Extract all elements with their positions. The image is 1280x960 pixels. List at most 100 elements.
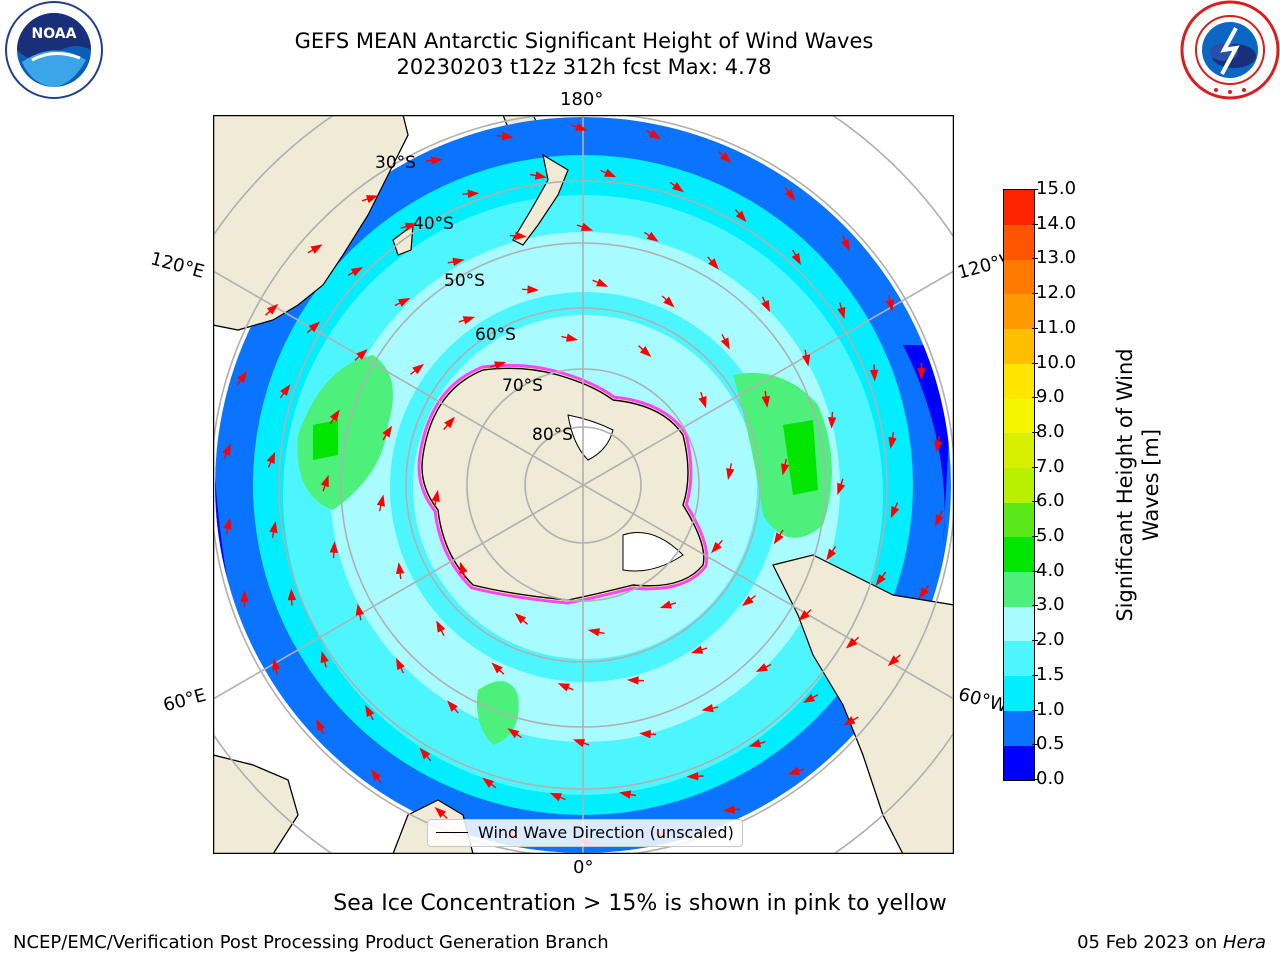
wave-vector-head (875, 574, 886, 586)
colorbar-tick-label: 7.0 (1032, 455, 1065, 477)
wave-vector-head (672, 182, 684, 193)
wave-vector-head (726, 467, 735, 481)
wave-vector-head (663, 296, 675, 308)
wave-vector-head (837, 306, 846, 320)
wave-vector-head (237, 371, 248, 383)
wave-vector-head (431, 489, 440, 503)
wave-vector-head (549, 792, 563, 802)
wave-vector-head (935, 514, 944, 527)
wave-vector-head (619, 790, 632, 799)
lat-label-80s: 80°S (532, 425, 573, 445)
wave-vector-head (887, 655, 900, 667)
chart-title: GEFS MEAN Antarctic Significant Height o… (294, 29, 874, 53)
colorbar (1003, 189, 1035, 781)
lat-label-70s: 70°S (502, 376, 543, 396)
wave-vector-head (382, 425, 393, 438)
wave-vector-head (837, 482, 846, 496)
wave-vector-head (649, 129, 662, 140)
wave-vector-head (565, 333, 579, 342)
wave-vector-head (773, 532, 784, 545)
wave-vector-head (329, 541, 339, 553)
wave-vector-head (412, 363, 425, 375)
wave-vector-head (843, 716, 856, 726)
wave-vector-head (826, 548, 837, 561)
wave-vector-head (316, 718, 326, 732)
sea-ice-note: Sea Ice Concentration > 15% is shown in … (333, 891, 947, 916)
wave-vector-head (419, 747, 431, 760)
colorbar-segment (1004, 710, 1034, 746)
colorbar-segment (1004, 606, 1034, 642)
wave-vector-head (370, 769, 382, 781)
colorbar-tick-label: 9.0 (1032, 386, 1065, 408)
wave-vector-head (240, 590, 249, 602)
colorbar-tick-label: 8.0 (1032, 420, 1065, 442)
wave-vector-head (719, 152, 732, 163)
wave-vector-head (320, 650, 329, 664)
colorbar-tick-label: 6.0 (1032, 490, 1065, 512)
wave-vector-head (934, 440, 943, 453)
colorbar-tick-label: 0.5 (1032, 733, 1065, 755)
colorbar-segment (1004, 502, 1034, 538)
wave-vector-head (890, 505, 900, 519)
wave-vector-head (639, 729, 651, 739)
colorbar-segment (1004, 398, 1034, 434)
wave-vector-head (840, 238, 850, 252)
wave-vector-head (397, 297, 411, 307)
wave-vector-head (575, 122, 588, 131)
polar-map: 30°S 40°S 50°S 60°S 70°S 80°S (213, 115, 954, 854)
wave-vector-head (798, 610, 810, 621)
wave-vector-head (869, 369, 879, 382)
wave-vector-head (787, 766, 800, 775)
chart-subtitle: 20230203 t12z 312h fcst Max: 4.78 (396, 55, 772, 79)
lon-label-60e: 60°E (161, 684, 209, 717)
wave-vector-head (918, 587, 929, 599)
wave-vector-head (761, 299, 771, 313)
wave-vector-head (802, 354, 811, 367)
wave-vector-head (580, 222, 594, 231)
wave-vector-head (720, 337, 730, 350)
wave-vector-head (404, 222, 418, 231)
wave-vector-head (376, 494, 385, 507)
colorbar-tick-label: 0.0 (1032, 768, 1065, 789)
wave-vector-head (482, 777, 494, 788)
colorbar-tick-label: 10.0 (1031, 351, 1077, 373)
wave-vector-head (557, 683, 570, 692)
wave-vector-head (659, 600, 672, 609)
colorbar-segment (1004, 537, 1034, 573)
wave-vector-head (431, 156, 443, 165)
footer-host: Hera (1222, 932, 1266, 953)
wave-vector-head (885, 299, 894, 312)
lon-label-60w: 60°W (956, 683, 1010, 718)
wave-vector-head (350, 267, 364, 277)
wave-vector-head (761, 395, 771, 408)
colorbar-segment (1004, 224, 1034, 260)
graticule (213, 115, 954, 854)
wave-vector-head (320, 474, 329, 488)
colorbar-tick-label: 2.0 (1032, 629, 1065, 651)
wave-vector-head (711, 541, 722, 554)
wave-vector-head (269, 521, 278, 534)
wave-vector-head (434, 807, 447, 818)
wave-vector-head (467, 189, 480, 199)
colorbar-tick-label: 1.5 (1032, 663, 1065, 685)
wave-vector-head (287, 588, 297, 601)
wave-vector-head (741, 595, 754, 607)
lat-label-60s: 60°S (475, 325, 516, 345)
colorbar-tick-label: 4.0 (1032, 559, 1065, 581)
wave-vector-head (452, 257, 465, 266)
wave-vector-head (626, 676, 639, 685)
colorbar-label: Significant Height of Wind Waves [m] (1113, 348, 1163, 622)
colorbar-segment (1004, 571, 1034, 607)
footer-credit: NCEP/EMC/Verification Post Processing Pr… (13, 932, 609, 953)
wave-vector-head (491, 662, 503, 674)
antarctica (417, 363, 709, 605)
wave-vector-head (355, 603, 364, 616)
lat-label-50s: 50°S (444, 271, 485, 291)
wave-vector-head (686, 771, 699, 781)
colorbar-tick-label: 3.0 (1032, 594, 1065, 616)
colorbar-tick-label: 1.0 (1032, 698, 1065, 720)
colorbar-tick-label: 15.0 (1031, 178, 1077, 199)
footer-date-text: 05 Feb 2023 on (1077, 932, 1223, 953)
noaa-logo-icon: NOAA (5, 1, 103, 99)
footer-date: 05 Feb 2023 on Hera (1077, 932, 1266, 954)
